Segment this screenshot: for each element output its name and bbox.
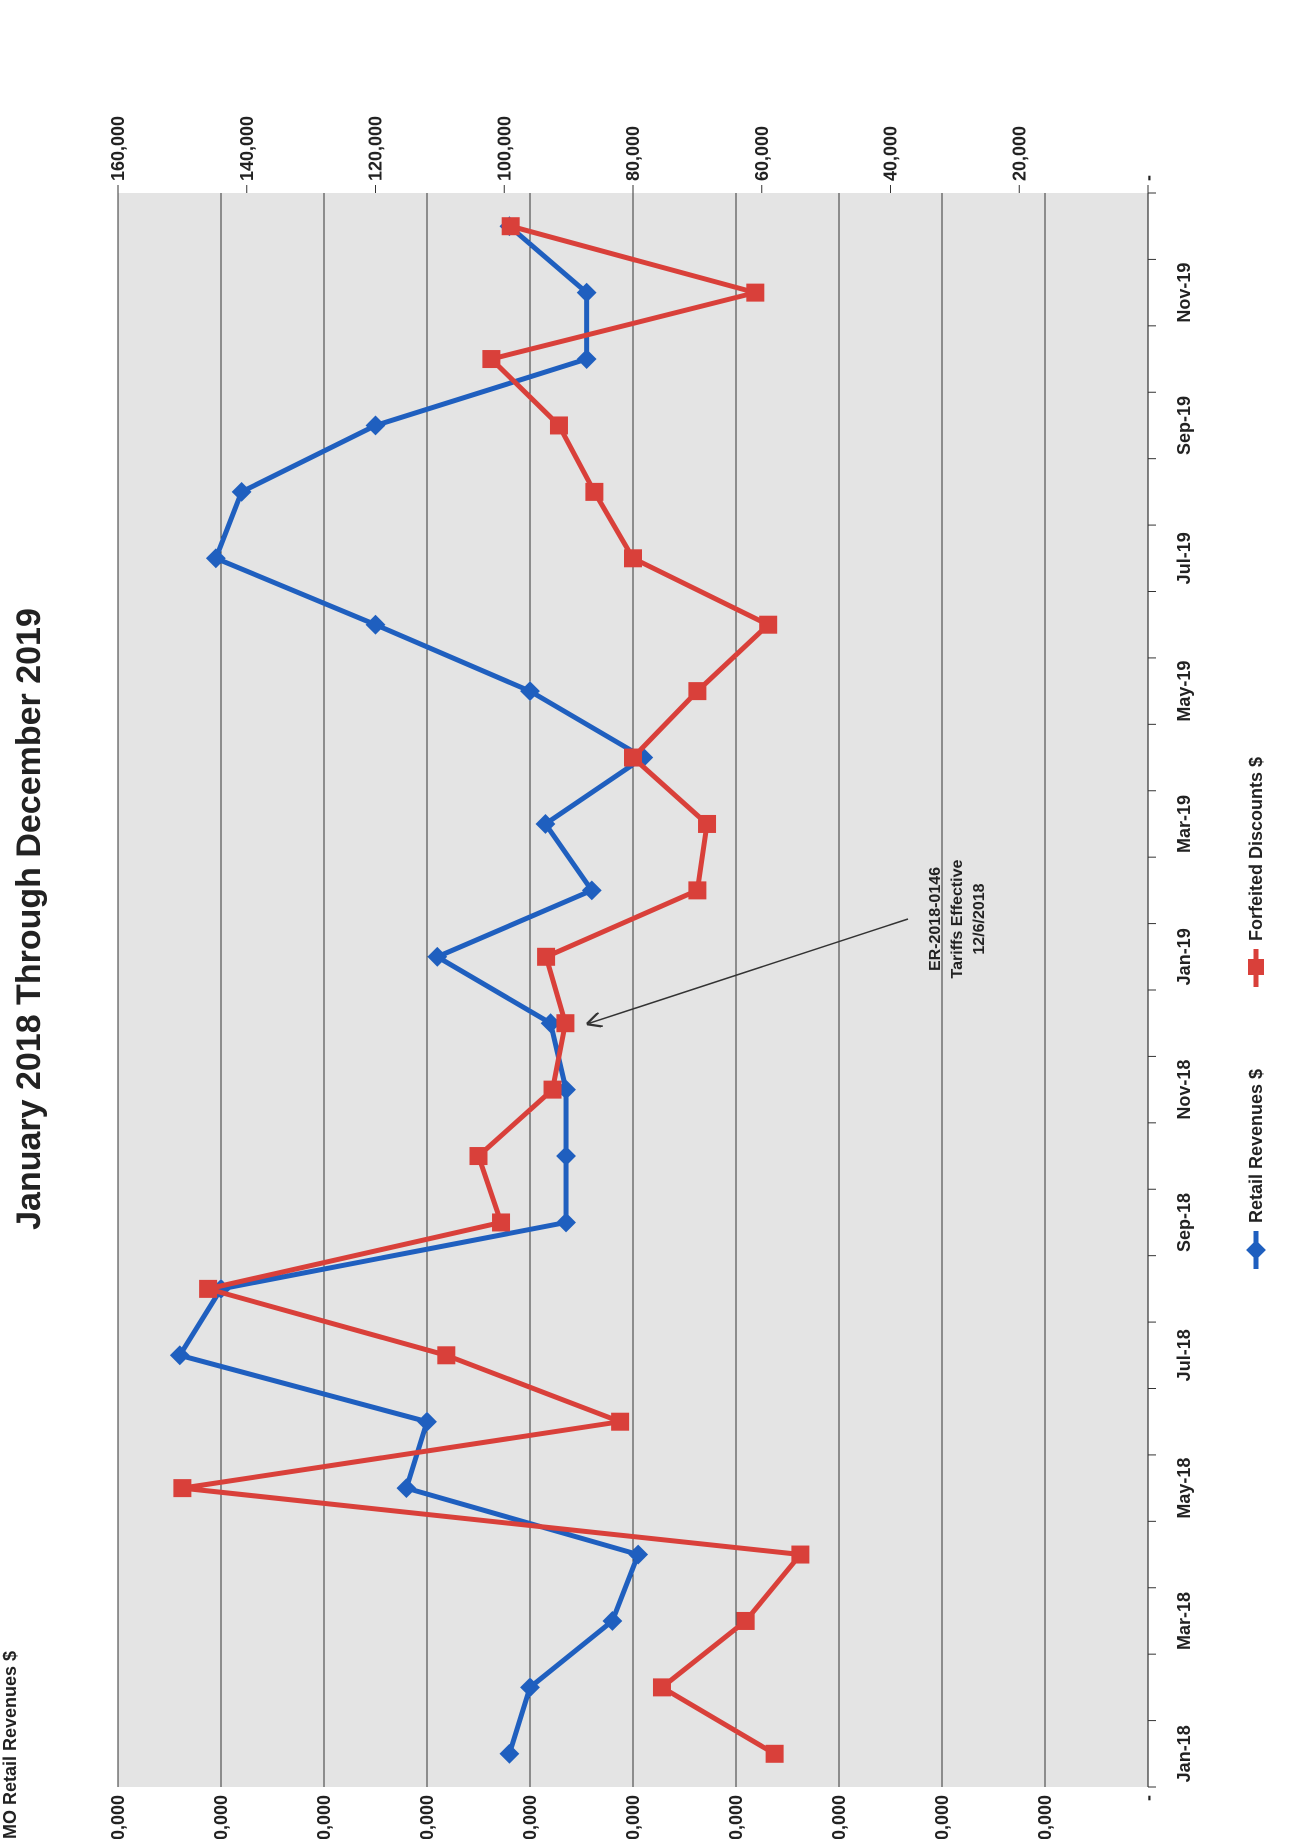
legend-retail-label: Retail Revenues $	[1246, 1069, 1266, 1223]
right-tick-label: 40,000	[881, 126, 901, 181]
data-point-forfeited-discounts	[688, 682, 707, 701]
data-point-forfeited-discounts	[624, 748, 642, 767]
right-tick-label: 20,000	[1009, 126, 1029, 181]
data-point-forfeited-discounts	[624, 549, 642, 568]
data-point-forfeited-discounts	[501, 217, 520, 236]
data-point-forfeited-discounts	[437, 1346, 456, 1365]
data-point-retail-revenues	[556, 1212, 576, 1233]
legend: Retail Revenues $ Forfeited Discounts $	[1246, 757, 1266, 1269]
data-point-forfeited-discounts	[611, 1412, 630, 1431]
legend-retail-marker	[1246, 1240, 1266, 1260]
annotation-line-2: Tariffs Effective	[949, 859, 966, 978]
data-point-forfeited-discounts	[791, 1545, 810, 1564]
left-axis-title: MO Retail Revenues $	[0, 1651, 20, 1839]
data-point-retail-revenues	[581, 880, 602, 901]
data-point-retail-revenues	[231, 481, 252, 502]
legend-forfeited-marker	[1248, 959, 1264, 975]
x-tick-label: Jul-18	[1174, 1329, 1194, 1381]
data-point-retail-revenues	[556, 1146, 576, 1166]
x-tick-label: Nov-18	[1174, 1060, 1194, 1120]
data-point-forfeited-discounts	[492, 1213, 511, 1232]
data-point-forfeited-discounts	[469, 1147, 488, 1166]
data-point-retail-revenues	[520, 681, 540, 702]
data-point-retail-revenues	[576, 349, 597, 369]
data-point-forfeited-discounts	[688, 881, 707, 900]
data-point-retail-revenues	[365, 415, 386, 436]
data-point-forfeited-discounts	[759, 615, 778, 634]
right-tick-label: 140,000	[237, 116, 257, 181]
data-point-forfeited-discounts	[173, 1479, 192, 1498]
left-tick-label: 20,000,000	[932, 1795, 952, 1839]
data-point-forfeited-discounts	[746, 283, 765, 302]
right-tick-label: -	[1138, 175, 1158, 181]
x-tick-label: Jan-19	[1174, 928, 1194, 985]
data-point-forfeited-discounts	[765, 1744, 784, 1763]
right-tick-label: 80,000	[623, 126, 643, 181]
chart-title: January 2018 Through December 2019	[10, 608, 48, 1230]
x-tick-label: Mar-19	[1174, 795, 1194, 853]
right-tick-label: 100,000	[494, 116, 514, 181]
left-tick-label: 50,000,000	[623, 1795, 643, 1839]
data-point-retail-revenues	[535, 814, 556, 834]
left-tick-label: 100,000,000	[108, 1795, 128, 1839]
data-point-retail-revenues	[576, 282, 597, 303]
left-tick-label: 30,000,000	[829, 1795, 849, 1839]
data-point-retail-revenues	[540, 1013, 561, 1034]
x-tick-label: May-19	[1174, 661, 1194, 722]
left-tick-label: 70,000,000	[417, 1795, 437, 1839]
x-tick-label: Sep-19	[1174, 396, 1194, 455]
right-tick-label: 120,000	[366, 116, 386, 181]
data-point-retail-revenues	[427, 946, 448, 967]
x-tick-label: Mar-18	[1174, 1592, 1194, 1650]
annotation-line-3: 12/6/2018	[971, 883, 988, 954]
x-tick-label: May-18	[1174, 1458, 1194, 1519]
left-tick-label: 10,000,000	[1035, 1795, 1055, 1839]
left-tick-label: -	[1138, 1795, 1158, 1801]
data-point-forfeited-discounts	[736, 1611, 755, 1630]
data-point-forfeited-discounts	[199, 1279, 218, 1298]
right-tick-label: 160,000	[108, 116, 128, 181]
data-point-forfeited-discounts	[585, 482, 604, 501]
right-tick-label: 60,000	[752, 126, 772, 181]
data-point-retail-revenues	[520, 1677, 540, 1698]
x-tick-label: Sep-18	[1174, 1193, 1194, 1252]
legend-forfeited-label: Forfeited Discounts $	[1246, 757, 1266, 941]
left-tick-label: 40,000,000	[726, 1795, 746, 1839]
data-point-forfeited-discounts	[537, 947, 556, 966]
left-tick-label: 60,000,000	[520, 1795, 540, 1839]
data-point-forfeited-discounts	[652, 1678, 671, 1697]
data-point-forfeited-discounts	[543, 1080, 562, 1099]
annotation-arrow	[589, 918, 909, 1023]
annotation-line-1: ER-2018-0146	[927, 867, 944, 971]
series-line-retail-revenues	[177, 224, 646, 1755]
data-point-forfeited-discounts	[698, 814, 717, 833]
data-point-forfeited-discounts	[482, 350, 501, 369]
series-line-forfeited-discounts	[179, 223, 803, 1756]
left-tick-label: 80,000,000	[314, 1795, 334, 1839]
data-point-forfeited-discounts	[556, 1014, 575, 1033]
data-point-forfeited-discounts	[549, 416, 568, 435]
x-tick-label: Nov-19	[1174, 263, 1194, 323]
data-point-retail-revenues	[396, 1478, 417, 1499]
x-tick-label: Jan-18	[1174, 1725, 1194, 1782]
left-tick-label: 90,000,000	[211, 1795, 231, 1839]
x-tick-label: Jul-19	[1174, 532, 1194, 584]
